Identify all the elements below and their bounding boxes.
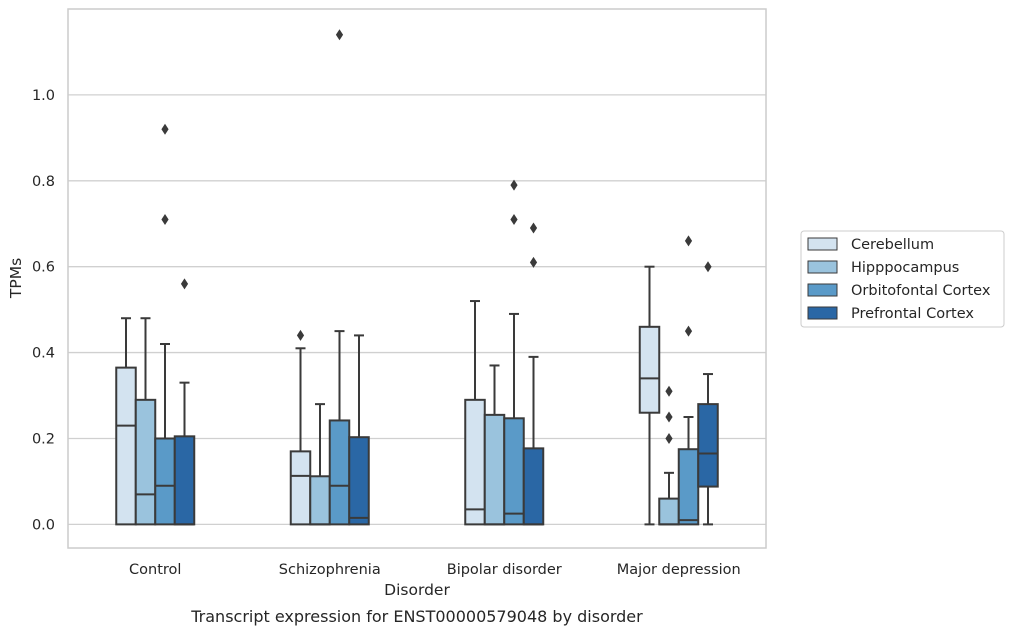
box-body bbox=[677, 448, 700, 526]
outlier-point bbox=[161, 123, 169, 135]
y-tick-label: 0.6 bbox=[32, 260, 55, 276]
legend-frame bbox=[800, 230, 1005, 328]
box-body bbox=[638, 325, 661, 414]
outlier-point bbox=[665, 411, 673, 423]
x-tick-label: Control bbox=[129, 562, 181, 578]
legend-label: Hipppocampus bbox=[851, 260, 959, 276]
legend-item: Cerebellum bbox=[807, 237, 934, 253]
legend-item: Hipppocampus bbox=[807, 260, 959, 276]
x-tick-label: Schizophrenia bbox=[279, 562, 381, 578]
outlier-point bbox=[684, 235, 693, 247]
plot-frame bbox=[67, 8, 767, 549]
box-body bbox=[483, 413, 506, 526]
outlier-point bbox=[684, 325, 693, 337]
box-2-2 bbox=[503, 179, 525, 526]
x-tick-labels: Control Schizophrenia Bipolar disorder Majo… bbox=[129, 562, 741, 578]
box-body bbox=[348, 436, 370, 526]
box-body bbox=[309, 475, 331, 526]
outlier-point bbox=[180, 278, 189, 290]
y-tick-labels: 0.0 0.2 0.4 0.6 0.8 1.0 bbox=[32, 88, 55, 533]
outlier-point bbox=[510, 213, 518, 225]
legend-label: Cerebellum bbox=[851, 237, 934, 253]
x-tick-label: Major depression bbox=[617, 562, 741, 578]
box-0-3 bbox=[173, 278, 196, 526]
legend-label: Orbitofontal Cortex bbox=[851, 283, 991, 299]
box-2-1 bbox=[483, 364, 506, 526]
legend-label: Prefrontal Cortex bbox=[851, 306, 974, 322]
y-tick-label: 0.0 bbox=[32, 517, 55, 533]
box-body bbox=[115, 366, 137, 526]
box-1-1 bbox=[309, 403, 331, 526]
y-tick-label: 1.0 bbox=[32, 88, 55, 104]
box-body bbox=[464, 398, 486, 526]
box-body bbox=[289, 450, 312, 526]
box-body bbox=[658, 497, 680, 526]
box-body bbox=[173, 435, 196, 526]
y-tick-label: 0.8 bbox=[32, 174, 55, 190]
outlier-point bbox=[704, 261, 712, 273]
box-body bbox=[503, 417, 525, 526]
outlier-point bbox=[335, 29, 344, 41]
box-body bbox=[328, 419, 351, 526]
box-1-3 bbox=[348, 334, 370, 526]
y-tick-label: 0.2 bbox=[32, 431, 55, 447]
box-body bbox=[522, 447, 545, 526]
outlier-point bbox=[510, 179, 518, 191]
legend-item: Orbitofontal Cortex bbox=[807, 283, 991, 299]
box-body bbox=[697, 403, 719, 488]
box-3-0 bbox=[638, 265, 661, 526]
legend-swatch bbox=[807, 237, 838, 251]
box-0-1 bbox=[134, 317, 157, 526]
legend-swatch bbox=[807, 260, 838, 274]
chart-caption: Transcript expression for ENST0000057904… bbox=[190, 607, 643, 626]
outlier-point bbox=[665, 385, 673, 397]
box-1-2 bbox=[328, 29, 351, 526]
x-tick-label: Bipolar disorder bbox=[447, 562, 562, 578]
x-axis-title: Disorder bbox=[384, 581, 450, 599]
legend-swatch bbox=[807, 283, 838, 297]
legend: Cerebellum Hipppocampus Orbitofontal Corte… bbox=[800, 230, 1005, 328]
box-body bbox=[154, 437, 176, 526]
box-0-2 bbox=[154, 123, 176, 526]
legend-item: Prefrontal Cortex bbox=[807, 306, 974, 322]
outlier-point bbox=[529, 256, 538, 268]
outlier-point bbox=[665, 432, 673, 444]
box-body bbox=[134, 398, 157, 526]
box-2-3 bbox=[522, 222, 545, 526]
plot-marks bbox=[115, 29, 719, 526]
legend-swatch bbox=[807, 306, 838, 320]
outlier-point bbox=[529, 222, 538, 234]
box-2-0 bbox=[464, 300, 486, 526]
outlier-point bbox=[161, 213, 169, 225]
box-3-3 bbox=[697, 261, 719, 526]
y-axis-title: TPMs bbox=[7, 258, 25, 299]
outlier-point bbox=[296, 329, 305, 341]
y-tick-label: 0.4 bbox=[32, 346, 55, 362]
